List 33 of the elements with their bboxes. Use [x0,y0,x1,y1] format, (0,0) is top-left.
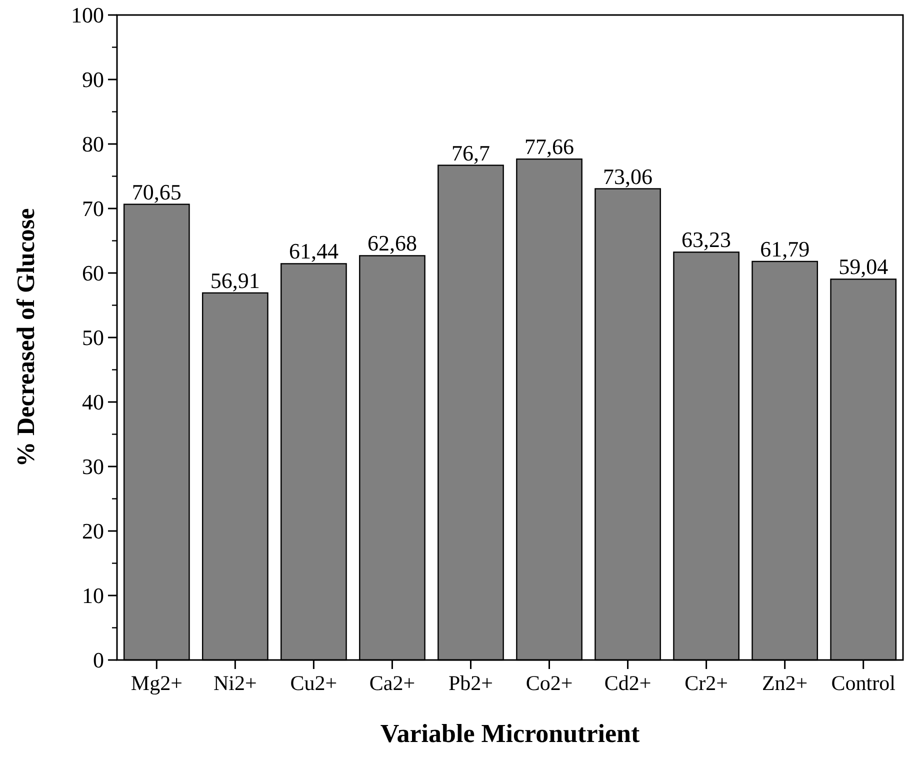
y-axis-title: % Decreased of Glucose [13,208,40,467]
y-tick-label: 80 [82,132,104,157]
x-tick-label: Cu2+ [290,671,338,695]
x-tick-label: Pb2+ [448,671,494,695]
x-tick-label: Ni2+ [214,671,257,695]
y-tick-label: 60 [82,260,104,286]
y-tick-label: 30 [82,454,104,480]
data-label: 77,66 [524,134,574,160]
y-tick-label: 0 [93,648,104,673]
data-label: 70,65 [132,179,182,204]
data-label: 61,44 [288,238,338,264]
x-tick-label: Cr2+ [684,671,728,695]
data-label: 62,68 [367,230,417,256]
x-tick-label: Mg2+ [130,671,182,695]
x-tick-label: Control [831,671,896,695]
y-tick-label: 20 [82,518,104,544]
y-tick-label: 50 [82,325,104,350]
data-label: 76,7 [451,140,490,166]
data-label: 59,04 [838,254,888,280]
x-tick-label: Cd2+ [604,671,652,695]
y-tick-label: 70 [82,196,104,222]
y-tick-label: 10 [82,583,104,608]
data-label: 56,91 [210,268,260,293]
y-tick-label: 100 [71,2,104,28]
y-tick-label: 90 [82,67,104,92]
x-axis-title: Variable Micronutrient [380,719,640,748]
x-tick-label: Ca2+ [369,671,416,695]
data-label: 63,23 [682,227,732,252]
y-tick-label: 40 [82,390,104,415]
data-label: 61,79 [760,236,810,262]
x-tick-label: Co2+ [526,671,573,695]
x-tick-label: Zn2+ [762,671,808,695]
data-label: 73,06 [603,164,653,189]
